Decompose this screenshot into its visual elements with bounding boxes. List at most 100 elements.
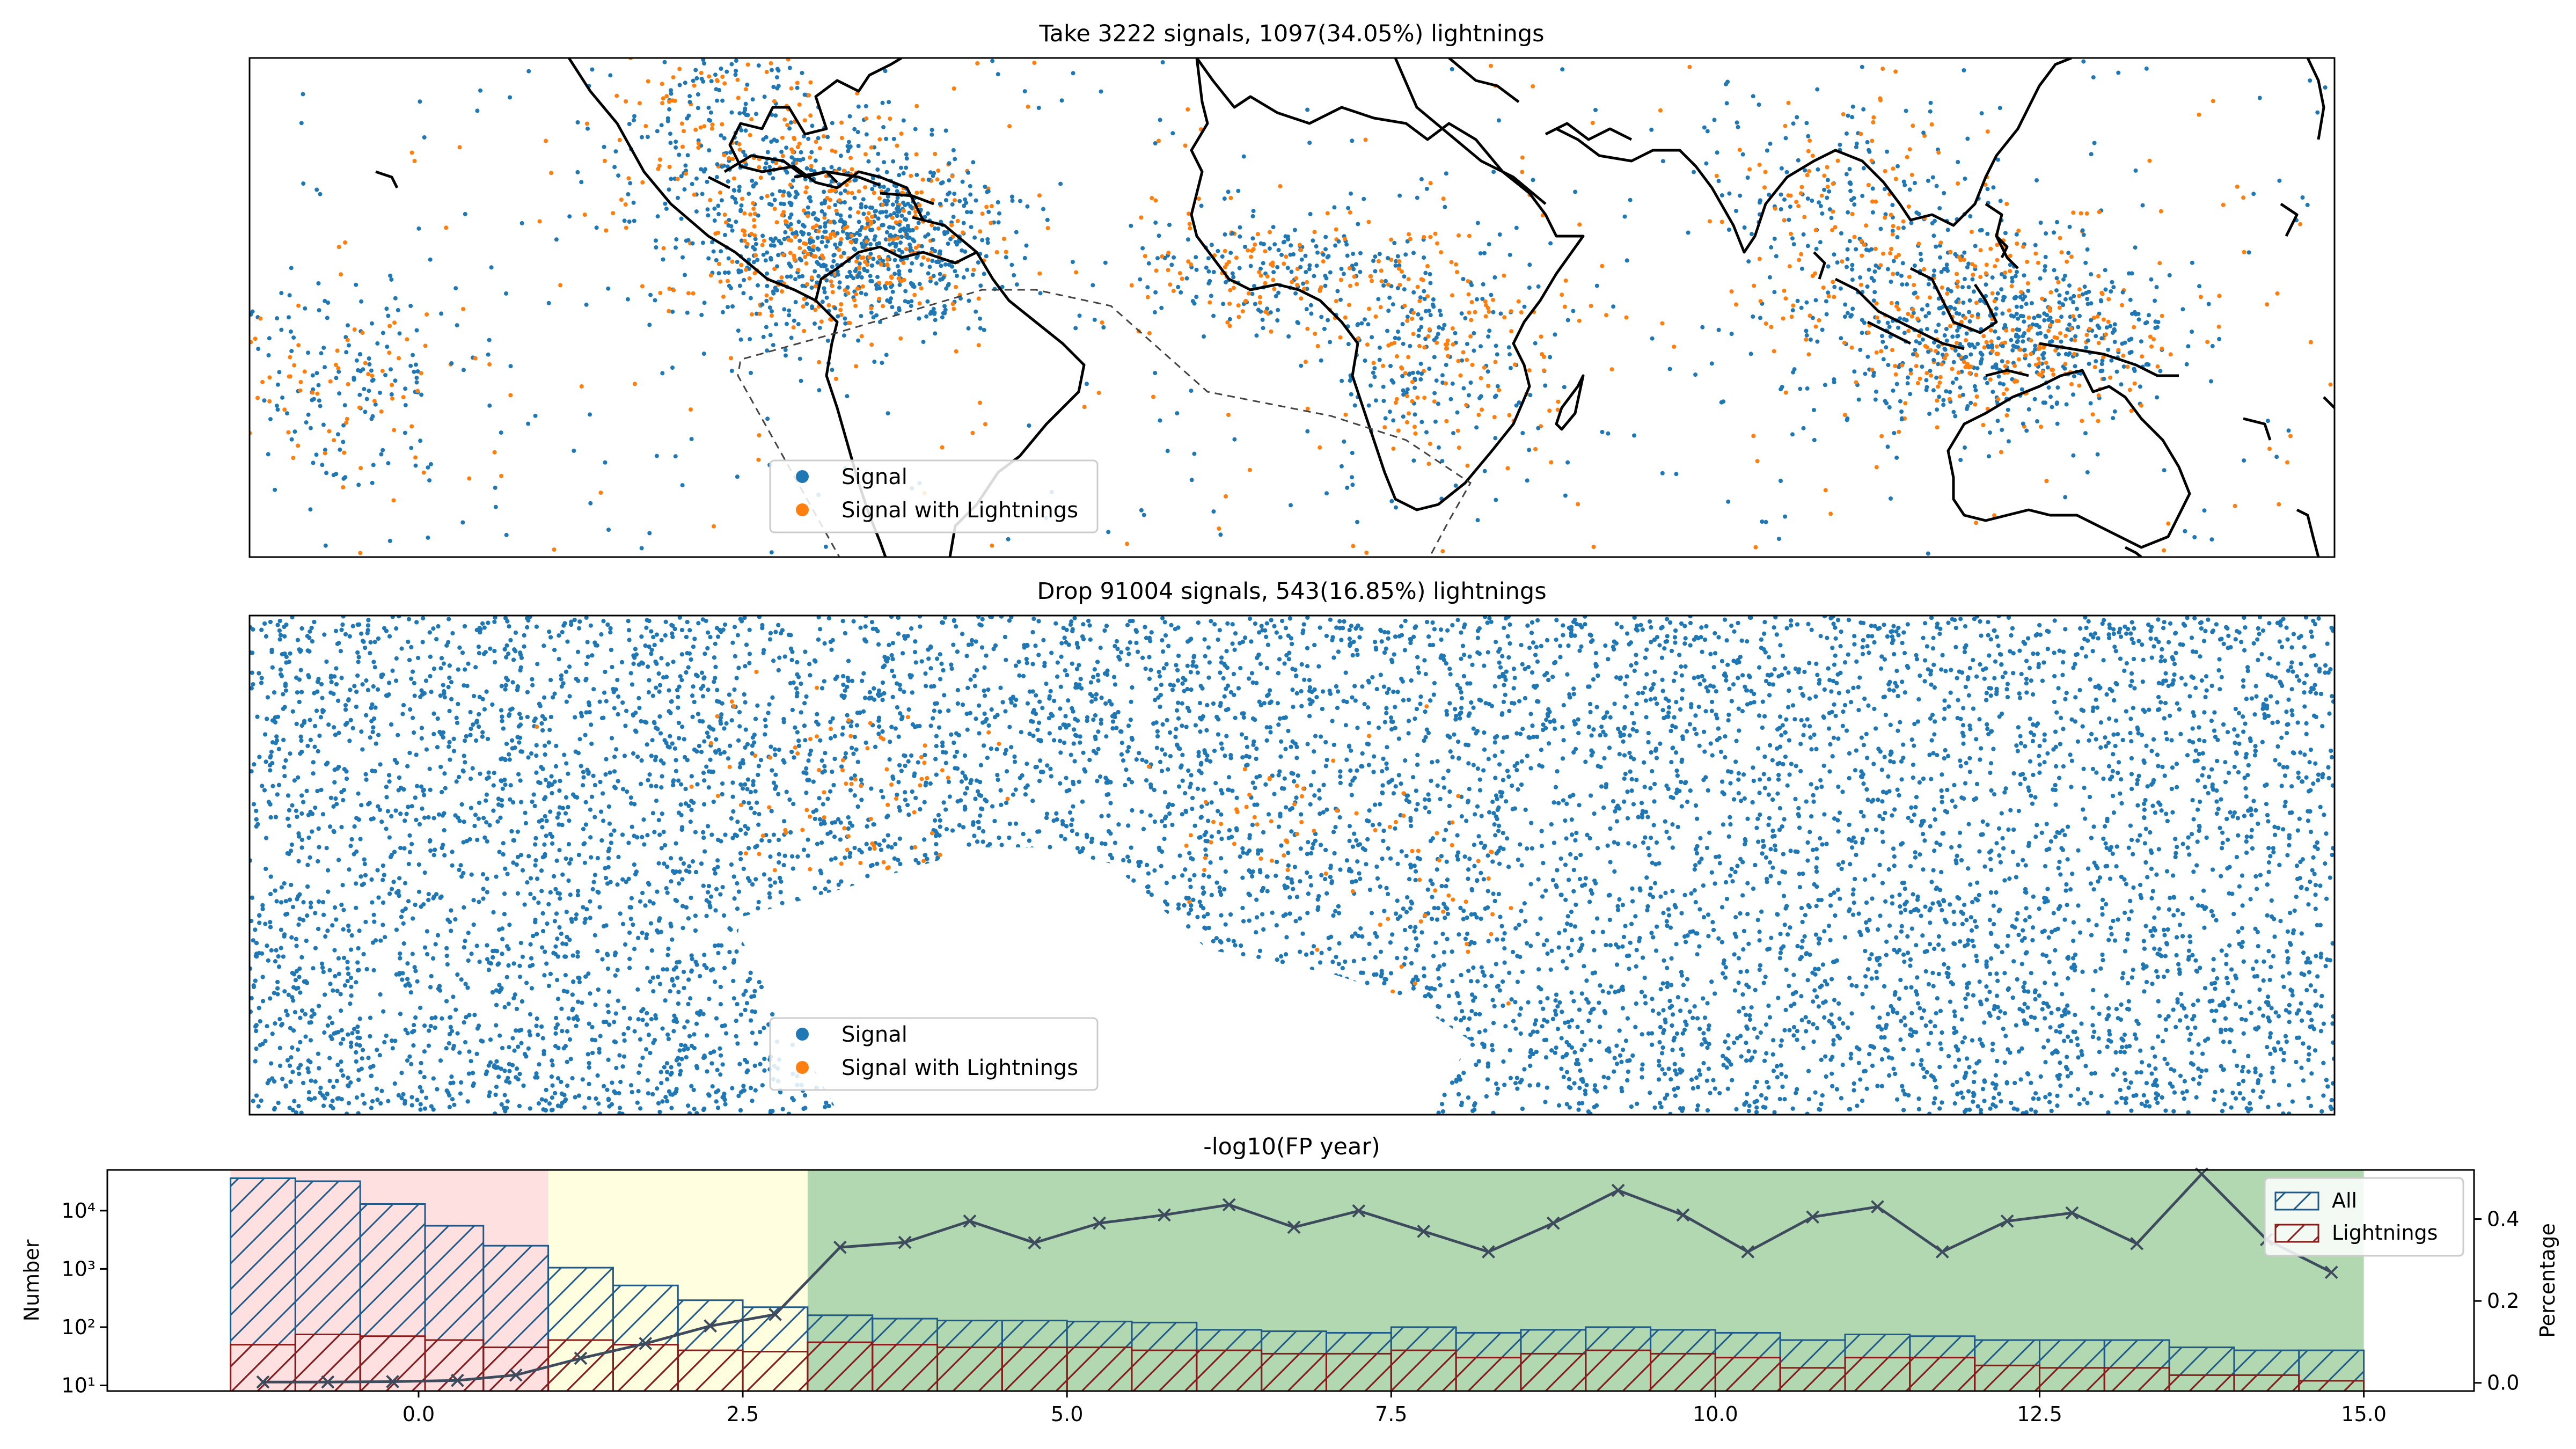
- scatter-point: [421, 470, 426, 475]
- scatter-point: [783, 230, 788, 235]
- scatter-point: [2009, 338, 2014, 342]
- scatter-point: [1832, 295, 1836, 299]
- scatter-point: [499, 473, 504, 478]
- scatter-point: [1996, 374, 2001, 379]
- scatter-point: [841, 169, 846, 173]
- scatter-point: [822, 212, 827, 217]
- scatter-point: [1371, 370, 1375, 375]
- scatter-point: [750, 97, 755, 102]
- scatter-point: [715, 162, 720, 167]
- scatter-point: [654, 238, 658, 243]
- scatter-point: [1594, 283, 1599, 288]
- scatter-point: [753, 181, 758, 186]
- scatter-point: [444, 225, 449, 230]
- scatter-point: [626, 192, 631, 196]
- scatter-point: [2098, 369, 2103, 374]
- scatter-point: [2067, 283, 2072, 288]
- scatter-point: [416, 226, 421, 231]
- scatter-point: [817, 360, 822, 364]
- scatter-point: [677, 83, 682, 87]
- scatter-point: [795, 145, 800, 149]
- scatter-point: [1909, 172, 1914, 177]
- scatter-point: [1944, 389, 1949, 394]
- scatter-point: [1208, 279, 1212, 283]
- scatter-point: [1944, 353, 1949, 357]
- scatter-point: [306, 350, 311, 355]
- scatter-point: [301, 92, 305, 97]
- scatter-point: [722, 136, 727, 141]
- scatter-point: [1350, 482, 1355, 487]
- scatter-point: [943, 198, 948, 202]
- scatter-point: [966, 326, 971, 331]
- scatter-point: [942, 311, 947, 316]
- scatter-point: [786, 58, 791, 62]
- scatter-point: [1494, 497, 1498, 502]
- scatter-point: [408, 304, 413, 308]
- scatter-point: [710, 240, 715, 245]
- scatter-point: [1936, 344, 1941, 349]
- scatter-point: [1660, 159, 1665, 164]
- scatter-point: [1779, 166, 1784, 171]
- scatter-point: [851, 276, 856, 281]
- scatter-point: [1953, 348, 1958, 353]
- scatter-point: [801, 223, 806, 228]
- scatter-point: [839, 136, 844, 141]
- scatter-point: [1816, 167, 1820, 172]
- scatter-point: [933, 331, 938, 336]
- scatter-point: [1905, 282, 1909, 287]
- scatter-point: [1388, 364, 1393, 368]
- scatter-point: [1881, 251, 1885, 256]
- scatter-point: [818, 225, 823, 230]
- scatter-point: [1916, 241, 1921, 246]
- scatter-point: [1482, 251, 1487, 255]
- scatter-point: [1486, 334, 1491, 339]
- scatter-point: [1966, 285, 1971, 290]
- scatter-point: [1379, 279, 1384, 284]
- scatter-point: [1791, 121, 1796, 126]
- scatter-point: [1252, 284, 1256, 288]
- scatter-point: [1346, 342, 1351, 347]
- scatter-point: [861, 197, 866, 202]
- scatter-point: [1714, 173, 1719, 178]
- scatter-point: [1944, 338, 1949, 343]
- scatter-point: [2015, 340, 2019, 345]
- scatter-point: [1965, 136, 1970, 141]
- scatter-point: [1906, 204, 1911, 209]
- scatter-point: [892, 258, 897, 262]
- scatter-point: [2069, 337, 2074, 342]
- scatter-point: [242, 332, 246, 336]
- scatter-point: [1272, 242, 1277, 247]
- scatter-point: [2138, 384, 2142, 389]
- scatter-point: [461, 368, 466, 372]
- scatter-point: [2067, 224, 2072, 229]
- scatter-point: [1152, 310, 1157, 314]
- scatter-point: [1469, 283, 1474, 288]
- scatter-point: [757, 433, 762, 438]
- scatter-point: [1829, 216, 1834, 221]
- scatter-point: [739, 238, 744, 243]
- scatter-point: [868, 279, 873, 283]
- scatter-point: [1302, 287, 1307, 291]
- scatter-point: [1906, 312, 1911, 317]
- scatter-point: [2084, 211, 2089, 216]
- scatter-point: [1996, 397, 2001, 401]
- scatter-point: [387, 350, 392, 355]
- scatter-point: [809, 164, 814, 169]
- scatter-point: [377, 390, 382, 395]
- scatter-point: [1159, 305, 1164, 310]
- scatter-point: [1768, 141, 1773, 146]
- scatter-point: [1274, 294, 1278, 298]
- scatter-point: [473, 356, 478, 361]
- scatter-point: [1973, 244, 1978, 248]
- scatter-point: [2021, 334, 2025, 339]
- scatter-point: [897, 247, 902, 252]
- scatter-point: [1806, 149, 1811, 153]
- scatter-point: [1825, 165, 1829, 170]
- scatter-point: [1593, 108, 1598, 112]
- scatter-point: [1505, 466, 1510, 471]
- scatter-point: [787, 65, 792, 70]
- scatter-point: [861, 211, 866, 216]
- scatter-point: [2046, 385, 2051, 390]
- scatter-point: [1497, 232, 1502, 237]
- scatter-point: [260, 379, 265, 384]
